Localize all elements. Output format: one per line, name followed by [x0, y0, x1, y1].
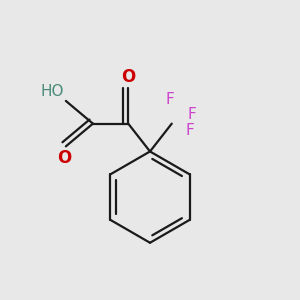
Text: HO: HO [41, 84, 64, 99]
Text: O: O [57, 149, 71, 167]
Text: F: F [166, 92, 175, 107]
Text: F: F [185, 124, 194, 139]
Text: F: F [188, 107, 197, 122]
Text: O: O [121, 68, 135, 86]
